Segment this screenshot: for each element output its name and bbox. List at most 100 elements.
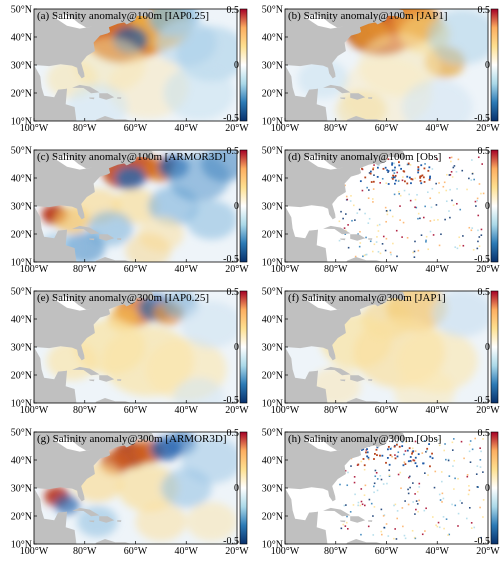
colorbar-tick-label: 0.5	[227, 287, 240, 298]
landmass	[285, 9, 406, 121]
colorbar-tick-label: 0	[234, 342, 239, 353]
lat-tick-label: 50°N	[262, 5, 283, 16]
panel-title: (g) Salinity anomaly@300m [ARMOR3D]	[37, 433, 226, 445]
lat-tick-label: 20°N	[11, 371, 32, 382]
lat-tick-label: 10°N	[11, 540, 32, 551]
colorbar-tick-label: -0.5	[474, 395, 490, 406]
lat-tick-label: 50°N	[11, 5, 32, 16]
lat-tick-label: 50°N	[262, 287, 283, 298]
lat-tick-label: 40°N	[11, 315, 32, 326]
lon-tick-label: 80°W	[324, 264, 348, 275]
lat-tick-label: 10°N	[262, 117, 283, 128]
colorbar: 0.5 0 -0.5	[223, 428, 248, 547]
lat-tick-label: 50°N	[262, 146, 283, 157]
landmass	[34, 150, 155, 262]
great-lakes	[305, 437, 345, 452]
colorbar-tick-label: -0.5	[223, 254, 239, 265]
lon-tick-label: 100°W	[271, 123, 300, 134]
lon-tick-label: 100°W	[20, 405, 49, 416]
lat-tick-label: 10°N	[262, 258, 283, 269]
colorbar-scale	[239, 149, 248, 263]
colorbar-scale	[490, 8, 499, 122]
lat-tick-label: 40°N	[262, 174, 283, 185]
colorbar-tick-label: -0.5	[223, 536, 239, 547]
lat-tick-label: 40°N	[11, 33, 32, 44]
colorbar-tick-label: 0.5	[478, 428, 491, 439]
landmass	[34, 291, 155, 403]
colorbar-tick-label: 0.5	[478, 287, 491, 298]
lon-tick-label: 40°W	[426, 546, 450, 557]
landmass	[285, 150, 406, 262]
lat-tick-label: 30°N	[262, 343, 283, 354]
colorbar-scale	[239, 8, 248, 122]
lat-tick-label: 30°N	[11, 61, 32, 72]
map-panel-e: (e) Salinity anomaly@300m [IAP0.25] 100°W…	[11, 287, 250, 417]
lon-tick-label: 80°W	[324, 405, 348, 416]
lat-tick-label: 50°N	[262, 428, 283, 439]
lon-tick-label: 40°W	[175, 405, 199, 416]
lon-tick-label: 20°W	[476, 123, 500, 134]
lon-tick-label: 80°W	[73, 405, 97, 416]
lon-tick-label: 100°W	[271, 546, 300, 557]
lat-tick-label: 30°N	[262, 202, 283, 213]
lat-tick-label: 30°N	[11, 202, 32, 213]
lon-tick-label: 20°W	[225, 546, 249, 557]
colorbar: 0.5 0 -0.5	[474, 5, 499, 124]
lat-tick-label: 40°N	[11, 174, 32, 185]
lat-tick-label: 20°N	[11, 512, 32, 523]
colorbar-tick-label: 0.5	[227, 428, 240, 439]
colorbar: 0.5 0 -0.5	[223, 146, 248, 265]
panel-title: (b) Salinity anomaly@100m [JAP1]	[288, 10, 448, 22]
lat-tick-label: 50°N	[11, 146, 32, 157]
landmass	[34, 432, 155, 544]
map-panel-g: (g) Salinity anomaly@300m [ARMOR3D] 100°W…	[11, 428, 250, 558]
anomaly-field	[44, 432, 237, 542]
great-lakes	[54, 155, 94, 170]
lon-tick-label: 60°W	[375, 123, 399, 134]
lon-tick-label: 80°W	[73, 264, 97, 275]
lon-tick-label: 40°W	[175, 546, 199, 557]
lon-tick-label: 40°W	[175, 123, 199, 134]
colorbar-tick-label: 0.5	[227, 146, 240, 157]
colorbar: 0.5 0 -0.5	[474, 428, 499, 547]
colorbar-tick-label: -0.5	[474, 536, 490, 547]
colorbar-tick-label: 0	[234, 60, 239, 71]
great-lakes	[54, 14, 94, 29]
anomaly-field	[39, 150, 237, 262]
great-lakes	[54, 437, 94, 452]
lon-tick-label: 100°W	[271, 264, 300, 275]
lat-tick-label: 30°N	[262, 484, 283, 495]
lon-tick-label: 40°W	[426, 264, 450, 275]
colorbar-tick-label: 0.5	[227, 5, 240, 16]
lon-tick-label: 40°W	[426, 405, 450, 416]
observation-points	[336, 437, 485, 540]
lat-tick-label: 40°N	[262, 33, 283, 44]
lon-tick-label: 60°W	[124, 546, 148, 557]
colorbar: 0.5 0 -0.5	[223, 5, 248, 124]
map-panel-c: (c) Salinity anomaly@100m [ARMOR3D] 100°W…	[11, 146, 250, 276]
lat-tick-label: 50°N	[11, 287, 32, 298]
lon-tick-label: 20°W	[476, 546, 500, 557]
colorbar-tick-label: 0	[485, 342, 490, 353]
lat-tick-label: 30°N	[262, 61, 283, 72]
lon-tick-label: 80°W	[73, 123, 97, 134]
lon-tick-label: 60°W	[124, 123, 148, 134]
map-panel-b: (b) Salinity anomaly@100m [JAP1] 100°W 80°…	[262, 5, 500, 135]
panel-title: (a) Salinity anomaly@100m [IAP0.25]	[37, 10, 209, 22]
lon-tick-label: 80°W	[324, 123, 348, 134]
great-lakes	[54, 296, 94, 311]
lon-tick-label: 60°W	[124, 264, 148, 275]
lon-tick-label: 60°W	[375, 546, 399, 557]
lon-tick-label: 100°W	[20, 123, 49, 134]
lat-tick-label: 20°N	[11, 89, 32, 100]
colorbar: 0.5 0 -0.5	[223, 287, 248, 406]
colorbar-scale	[239, 290, 248, 404]
lon-tick-label: 60°W	[375, 405, 399, 416]
colorbar-scale	[490, 149, 499, 263]
lon-tick-label: 20°W	[476, 405, 500, 416]
colorbar: 0.5 0 -0.5	[474, 146, 499, 265]
lon-tick-label: 80°W	[73, 546, 97, 557]
lon-tick-label: 20°W	[225, 405, 249, 416]
lat-tick-label: 20°N	[262, 89, 283, 100]
